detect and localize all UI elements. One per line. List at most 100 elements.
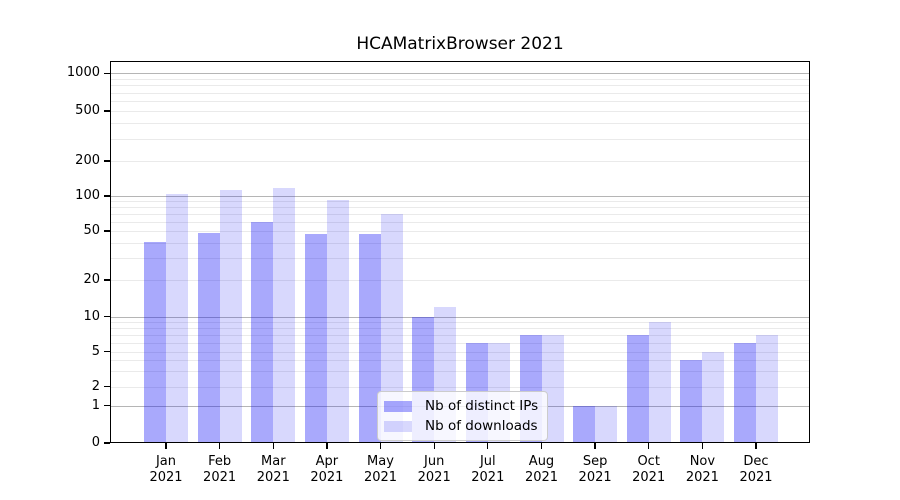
legend-entry-distinct-ips: Nb of distinct IPs xyxy=(384,398,538,414)
gridline-minor xyxy=(110,101,810,103)
gridline-minor xyxy=(110,328,810,329)
legend-label-downloads: Nb of downloads xyxy=(425,418,538,434)
x-tick-label: Mar 2021 xyxy=(256,454,290,485)
x-tick-label: Feb 2021 xyxy=(203,454,237,485)
y-tick-mark xyxy=(104,72,110,74)
gridline-major xyxy=(110,73,810,75)
y-tick-label: 1 xyxy=(91,397,100,413)
y-tick-mark xyxy=(104,316,110,318)
x-tick-mark xyxy=(433,443,435,449)
y-tick-label: 0 xyxy=(91,435,100,450)
gridline-minor xyxy=(110,360,810,362)
x-tick-label: May 2021 xyxy=(363,454,398,485)
bar-downloads xyxy=(219,189,242,443)
bar-downloads xyxy=(380,214,403,443)
y-tick-mark xyxy=(104,279,110,281)
x-tick-label: Oct 2021 xyxy=(632,454,666,485)
x-tick-label: Sep 2021 xyxy=(578,454,612,485)
y-tick-mark xyxy=(104,195,110,197)
y-tick-label: 5 xyxy=(91,343,100,359)
bar-downloads xyxy=(756,334,778,443)
gridline-major xyxy=(110,316,810,318)
chart-title: HCAMatrixBrowser 2021 xyxy=(356,34,564,54)
x-tick-mark xyxy=(594,443,596,449)
bar-downloads xyxy=(595,405,618,443)
bar-downloads xyxy=(648,322,671,443)
y-tick-label: 50 xyxy=(83,223,100,238)
y-tick-label: 200 xyxy=(75,153,100,168)
gridline-minor xyxy=(110,123,810,125)
bar-downloads xyxy=(273,187,296,443)
bar-distinct-ips xyxy=(197,233,220,443)
x-tick-mark xyxy=(272,443,274,449)
gridline-minor xyxy=(110,85,810,87)
x-tick-label: Jan 2021 xyxy=(149,454,183,485)
x-tick-label: Jun 2021 xyxy=(417,454,451,485)
x-tick-mark xyxy=(218,443,221,449)
x-tick-label: Dec 2021 xyxy=(739,454,773,485)
y-tick-label: 20 xyxy=(83,272,100,287)
y-tick-mark xyxy=(104,230,110,232)
legend-entry-downloads: Nb of downloads xyxy=(384,418,538,434)
gridline-minor xyxy=(110,138,810,140)
y-tick-label: 2 xyxy=(91,378,100,394)
gridline-minor xyxy=(110,242,810,244)
bar-downloads xyxy=(326,200,349,443)
x-tick-mark xyxy=(326,443,328,449)
gridline-minor xyxy=(110,221,810,223)
y-tick-mark xyxy=(104,404,110,407)
gridline-minor xyxy=(110,201,810,203)
legend: Nb of distinct IPs Nb of downloads xyxy=(377,391,549,441)
gridline-minor xyxy=(110,258,810,260)
gridline-minor xyxy=(110,280,810,281)
x-tick-mark xyxy=(379,443,382,449)
x-tick-mark xyxy=(755,443,757,449)
y-tick-mark xyxy=(104,351,110,353)
gridline-minor xyxy=(110,351,810,353)
gridline-minor xyxy=(110,92,810,94)
gridline-minor xyxy=(110,334,810,336)
gridline-minor xyxy=(110,161,810,162)
gridline-minor xyxy=(110,322,810,323)
y-tick-label: 1000 xyxy=(66,65,100,81)
x-tick-mark xyxy=(487,443,489,449)
x-tick-label: Aug 2021 xyxy=(524,454,559,485)
legend-swatch-distinct-ips xyxy=(384,400,412,412)
gridline-minor xyxy=(110,111,810,112)
y-tick-mark xyxy=(104,160,110,162)
gridline-minor xyxy=(110,207,810,209)
bar-distinct-ips xyxy=(626,334,649,443)
gridline-minor xyxy=(110,386,810,388)
x-tick-mark xyxy=(165,443,167,449)
bar-distinct-ips xyxy=(734,342,756,443)
gridline-minor xyxy=(110,79,810,80)
x-tick-mark xyxy=(701,443,704,449)
x-tick-label: Jul 2021 xyxy=(471,454,505,485)
legend-swatch-downloads xyxy=(384,420,412,432)
x-tick-mark xyxy=(648,443,650,449)
plot-area: Nb of distinct IPs Nb of downloads xyxy=(110,61,810,443)
x-tick-label: Nov 2021 xyxy=(685,454,719,485)
gridline-minor xyxy=(110,371,810,373)
bar-downloads xyxy=(166,193,188,443)
y-tick-mark xyxy=(104,110,110,112)
y-tick-label: 500 xyxy=(75,103,100,118)
bar-distinct-ips xyxy=(358,234,381,443)
y-tick-mark xyxy=(104,442,110,444)
bar-distinct-ips xyxy=(680,360,703,443)
x-tick-mark xyxy=(540,443,543,449)
bar-distinct-ips xyxy=(304,234,327,443)
gridline-minor xyxy=(110,342,810,344)
gridline-minor xyxy=(110,214,810,215)
y-tick-mark xyxy=(104,386,110,388)
bar-distinct-ips xyxy=(144,241,166,443)
gridline-minor xyxy=(110,231,810,232)
y-tick-label: 10 xyxy=(83,308,100,324)
legend-label-distinct-ips: Nb of distinct IPs xyxy=(425,398,539,414)
gridline-major xyxy=(110,196,810,197)
x-tick-label: Apr 2021 xyxy=(310,454,344,485)
bar-distinct-ips xyxy=(251,221,274,443)
bar-downloads xyxy=(702,351,725,443)
y-tick-label: 100 xyxy=(75,188,100,203)
